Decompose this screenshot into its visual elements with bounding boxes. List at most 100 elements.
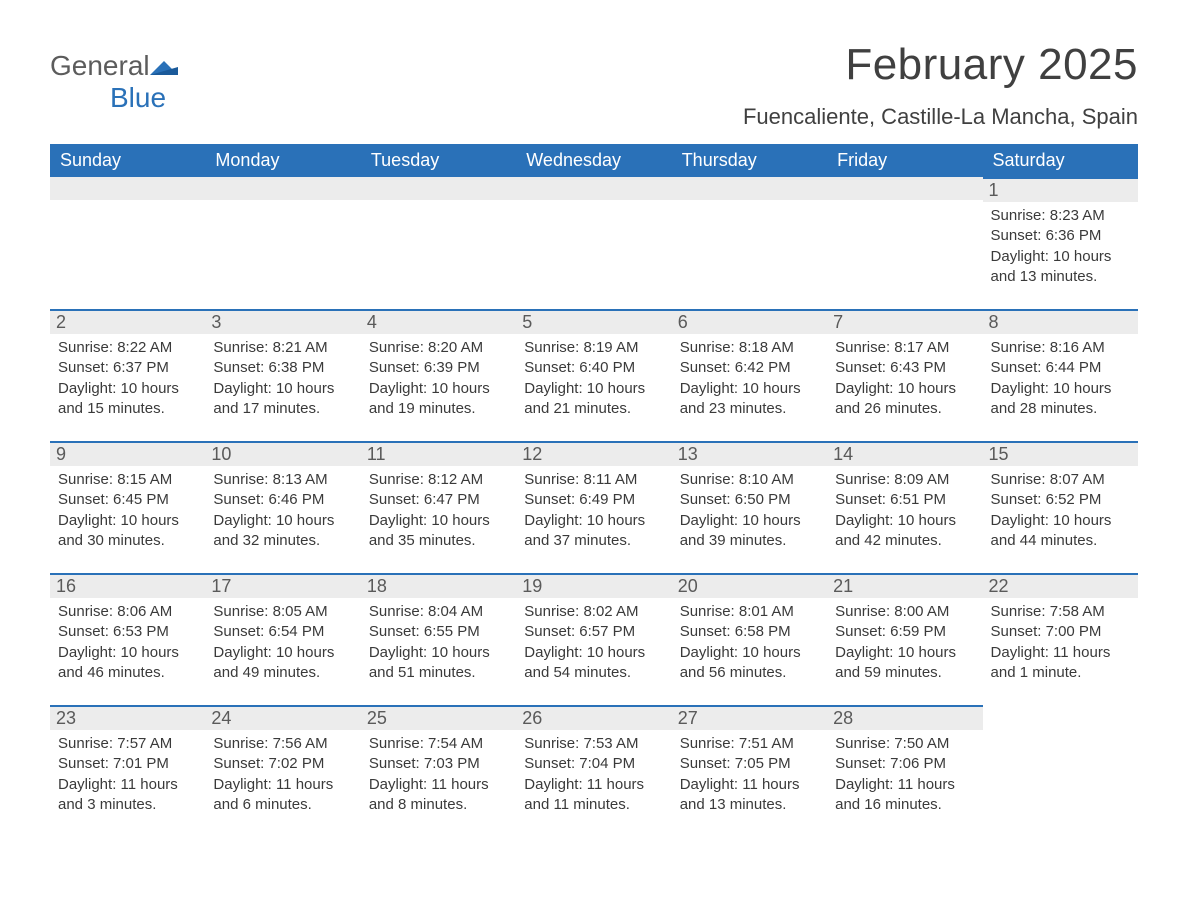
sunset-text: Sunset: 6:55 PM	[369, 622, 508, 642]
day-number: 14	[827, 441, 982, 466]
daylight-text: Daylight: 10 hours and 30 minutes.	[58, 511, 197, 552]
day-number: 24	[205, 705, 360, 730]
daylight-text: Daylight: 10 hours and 15 minutes.	[58, 379, 197, 420]
calendar-cell: 21Sunrise: 8:00 AMSunset: 6:59 PMDayligh…	[827, 573, 982, 705]
day-number: 9	[50, 441, 205, 466]
calendar-week-row: 9 Sunrise: 8:15 AMSunset: 6:45 PMDaylight…	[50, 441, 1138, 573]
sunset-text: Sunset: 6:58 PM	[680, 622, 819, 642]
day-number	[205, 177, 360, 200]
calendar-week-row: 23Sunrise: 7:57 AMSunset: 7:01 PMDayligh…	[50, 705, 1138, 837]
calendar-cell: 24 Sunrise: 7:56 AMSunset: 7:02 PMDayligh…	[205, 705, 360, 837]
day-number: 10	[205, 441, 360, 466]
calendar-cell	[516, 177, 671, 309]
daylight-text: Daylight: 10 hours and 35 minutes.	[369, 511, 508, 552]
calendar-cell: 9 Sunrise: 8:15 AMSunset: 6:45 PMDaylight…	[50, 441, 205, 573]
calendar-cell: 2Sunrise: 8:22 AMSunset: 6:37 PMDaylight…	[50, 309, 205, 441]
day-info: Sunrise: 8:02 AMSunset: 6:57 PMDaylight:…	[524, 602, 663, 683]
calendar-cell: 16Sunrise: 8:06 AMSunset: 6:53 PMDayligh…	[50, 573, 205, 705]
day-info: Sunrise: 8:22 AMSunset: 6:37 PMDaylight:…	[58, 338, 197, 419]
sunset-text: Sunset: 7:03 PM	[369, 754, 508, 774]
calendar-cell: 18Sunrise: 8:04 AMSunset: 6:55 PMDayligh…	[361, 573, 516, 705]
sunset-text: Sunset: 6:52 PM	[991, 490, 1130, 510]
sunset-text: Sunset: 6:38 PM	[213, 358, 352, 378]
daylight-text: Daylight: 10 hours and 46 minutes.	[58, 643, 197, 684]
day-info: Sunrise: 8:18 AMSunset: 6:42 PMDaylight:…	[680, 338, 819, 419]
logo: General Blue	[50, 50, 178, 114]
sunrise-text: Sunrise: 8:19 AM	[524, 338, 663, 358]
day-number: 12	[516, 441, 671, 466]
calendar-cell: 3Sunrise: 8:21 AMSunset: 6:38 PMDaylight…	[205, 309, 360, 441]
sunrise-text: Sunrise: 8:01 AM	[680, 602, 819, 622]
calendar-week-row: 1 Sunrise: 8:23 AMSunset: 6:36 PMDaylight…	[50, 177, 1138, 309]
sunset-text: Sunset: 6:54 PM	[213, 622, 352, 642]
calendar-cell: 13 Sunrise: 8:10 AMSunset: 6:50 PMDayligh…	[672, 441, 827, 573]
day-number	[516, 177, 671, 200]
sunset-text: Sunset: 6:45 PM	[58, 490, 197, 510]
sunrise-text: Sunrise: 8:04 AM	[369, 602, 508, 622]
daylight-text: Daylight: 10 hours and 19 minutes.	[369, 379, 508, 420]
day-number: 26	[516, 705, 671, 730]
sunset-text: Sunset: 7:04 PM	[524, 754, 663, 774]
day-number	[50, 177, 205, 200]
sunset-text: Sunset: 6:37 PM	[58, 358, 197, 378]
calendar-cell	[361, 177, 516, 309]
calendar-cell: 4Sunrise: 8:20 AMSunset: 6:39 PMDaylight…	[361, 309, 516, 441]
day-info: Sunrise: 8:01 AMSunset: 6:58 PMDaylight:…	[680, 602, 819, 683]
weekday-header: Wednesday	[516, 144, 671, 177]
sunrise-text: Sunrise: 8:23 AM	[991, 206, 1130, 226]
day-info: Sunrise: 8:04 AMSunset: 6:55 PMDaylight:…	[369, 602, 508, 683]
day-number: 13	[672, 441, 827, 466]
day-number: 7	[827, 309, 982, 334]
sunrise-text: Sunrise: 7:50 AM	[835, 734, 974, 754]
day-number	[827, 177, 982, 200]
day-info: Sunrise: 8:06 AMSunset: 6:53 PMDaylight:…	[58, 602, 197, 683]
day-info: Sunrise: 8:16 AMSunset: 6:44 PMDaylight:…	[991, 338, 1130, 419]
sunset-text: Sunset: 7:05 PM	[680, 754, 819, 774]
calendar-cell: 23Sunrise: 7:57 AMSunset: 7:01 PMDayligh…	[50, 705, 205, 837]
day-number: 1	[983, 177, 1138, 202]
sunset-text: Sunset: 6:53 PM	[58, 622, 197, 642]
daylight-text: Daylight: 11 hours and 3 minutes.	[58, 775, 197, 816]
weekday-header: Sunday	[50, 144, 205, 177]
daylight-text: Daylight: 10 hours and 42 minutes.	[835, 511, 974, 552]
daylight-text: Daylight: 11 hours and 13 minutes.	[680, 775, 819, 816]
day-info: Sunrise: 7:50 AMSunset: 7:06 PMDaylight:…	[835, 734, 974, 815]
daylight-text: Daylight: 10 hours and 32 minutes.	[213, 511, 352, 552]
day-info: Sunrise: 8:10 AMSunset: 6:50 PMDaylight:…	[680, 470, 819, 551]
day-info: Sunrise: 8:15 AMSunset: 6:45 PMDaylight:…	[58, 470, 197, 551]
sunrise-text: Sunrise: 7:51 AM	[680, 734, 819, 754]
calendar-cell: 6Sunrise: 8:18 AMSunset: 6:42 PMDaylight…	[672, 309, 827, 441]
calendar-cell: 28Sunrise: 7:50 AMSunset: 7:06 PMDayligh…	[827, 705, 982, 837]
day-number: 17	[205, 573, 360, 598]
sunset-text: Sunset: 6:42 PM	[680, 358, 819, 378]
day-info: Sunrise: 8:07 AMSunset: 6:52 PMDaylight:…	[991, 470, 1130, 551]
daylight-text: Daylight: 10 hours and 49 minutes.	[213, 643, 352, 684]
sunrise-text: Sunrise: 7:58 AM	[991, 602, 1130, 622]
day-info: Sunrise: 7:58 AMSunset: 7:00 PMDaylight:…	[991, 602, 1130, 683]
daylight-text: Daylight: 10 hours and 17 minutes.	[213, 379, 352, 420]
calendar-cell: 20Sunrise: 8:01 AMSunset: 6:58 PMDayligh…	[672, 573, 827, 705]
weekday-header: Thursday	[672, 144, 827, 177]
sunset-text: Sunset: 6:59 PM	[835, 622, 974, 642]
sunrise-text: Sunrise: 8:17 AM	[835, 338, 974, 358]
daylight-text: Daylight: 10 hours and 21 minutes.	[524, 379, 663, 420]
sunset-text: Sunset: 6:50 PM	[680, 490, 819, 510]
daylight-text: Daylight: 11 hours and 8 minutes.	[369, 775, 508, 816]
sunrise-text: Sunrise: 8:11 AM	[524, 470, 663, 490]
sunset-text: Sunset: 6:49 PM	[524, 490, 663, 510]
calendar-cell: 19Sunrise: 8:02 AMSunset: 6:57 PMDayligh…	[516, 573, 671, 705]
calendar-cell: 14Sunrise: 8:09 AMSunset: 6:51 PMDayligh…	[827, 441, 982, 573]
calendar-cell: 7Sunrise: 8:17 AMSunset: 6:43 PMDaylight…	[827, 309, 982, 441]
day-info: Sunrise: 7:56 AMSunset: 7:02 PMDaylight:…	[213, 734, 352, 815]
calendar-cell	[983, 705, 1138, 837]
calendar-cell: 5Sunrise: 8:19 AMSunset: 6:40 PMDaylight…	[516, 309, 671, 441]
day-number: 27	[672, 705, 827, 730]
weekday-header: Friday	[827, 144, 982, 177]
day-info: Sunrise: 8:13 AMSunset: 6:46 PMDaylight:…	[213, 470, 352, 551]
calendar-cell: 8Sunrise: 8:16 AMSunset: 6:44 PMDaylight…	[983, 309, 1138, 441]
day-info: Sunrise: 7:57 AMSunset: 7:01 PMDaylight:…	[58, 734, 197, 815]
sunrise-text: Sunrise: 8:20 AM	[369, 338, 508, 358]
calendar-cell: 22Sunrise: 7:58 AMSunset: 7:00 PMDayligh…	[983, 573, 1138, 705]
daylight-text: Daylight: 10 hours and 44 minutes.	[991, 511, 1130, 552]
day-info: Sunrise: 8:23 AMSunset: 6:36 PMDaylight:…	[991, 206, 1130, 287]
